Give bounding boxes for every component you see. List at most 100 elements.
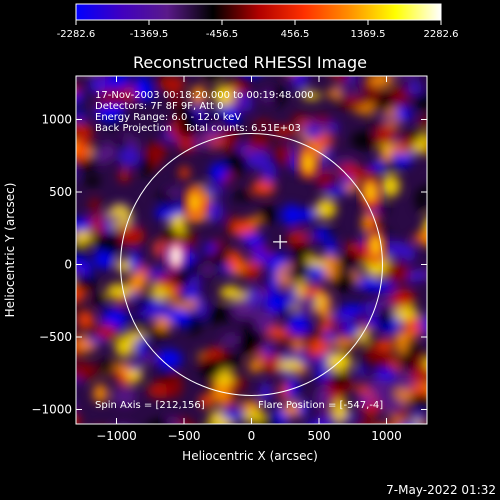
heatmap-blob [231,191,255,200]
heatmap-blob [370,161,386,173]
colorbar-tick-label: 2282.6 [424,29,459,40]
heatmap-blob [405,423,415,424]
heatmap-blob [220,409,246,420]
heatmap-blob [166,374,183,398]
colorbar-tick-label: -1369.5 [130,29,169,40]
heatmap-blob [333,399,348,423]
heatmap-blob [76,217,91,232]
heatmap-blob [380,149,393,162]
heatmap-blob [153,317,172,331]
heatmap-blob [207,308,221,325]
heatmap-blob [84,174,101,187]
heatmap-blob [76,83,81,95]
heatmap-blob [401,62,413,70]
heatmap-blob [147,419,171,424]
source-core [170,245,181,266]
heatmap-blob [203,76,218,81]
source-core [370,235,381,256]
solar-limb-circle [120,133,383,396]
y-axis: −1000 −500 0 500 1000 [31,113,427,417]
heatmap-blob [340,94,368,109]
heatmap-blob [178,123,195,137]
heatmap-blob [320,321,332,333]
heatmap-blob [168,283,181,297]
heatmap-blob [166,188,186,198]
heatmap-blob [315,386,331,411]
heatmap-blob [341,323,360,335]
annotation-method: Back Projection Total counts: 6.51E+03 [95,123,301,134]
heatmap-blob [159,76,186,92]
heatmap-blob [89,233,117,248]
heatmap-blob [82,157,100,170]
heatmap-blob [76,122,93,145]
y-tick-label: −1000 [31,403,72,417]
heatmap-blob [237,338,260,354]
heatmap-blob [356,329,370,344]
heatmap-blob [219,285,242,300]
heatmap-blob [315,354,329,372]
colorbar-tick-label: -2282.6 [57,29,96,40]
heatmap-blob [169,89,182,107]
heatmap-blob [380,174,401,198]
heatmap-blob [91,294,109,305]
heatmap-blob [197,185,226,196]
heatmap-blob [190,103,204,113]
heatmap-blob [325,121,340,134]
heatmap-blob [199,357,223,380]
y-tick-label: 0 [64,258,72,272]
heatmap-blob [248,357,263,374]
bright-source [365,229,386,262]
heatmap-blob [407,80,423,95]
bright-source [360,176,381,208]
heatmap-blob [246,149,271,170]
heatmap-blob [239,400,261,411]
flare-position-label: Flare Position = [-547,-4] [258,400,383,411]
heatmap-blob [377,306,393,329]
heatmap-blob [384,262,411,284]
heatmap-blob [297,399,309,418]
heatmap-blob [400,134,415,152]
bright-source [184,186,205,219]
heatmap-blob [128,250,141,272]
heatmap-blob [114,337,135,357]
heatmap-blob [332,272,357,292]
heatmap-blob [247,132,270,155]
heatmap-blob [410,366,427,385]
heatmap-blob [59,62,76,74]
heatmap-blob [136,293,158,303]
heatmap-blob [295,278,307,300]
heatmap-blob [190,85,207,105]
heatmap-blob [121,86,137,104]
heatmap-blob [76,275,97,291]
heatmap-blob [232,219,257,239]
annotation-time: 17-Nov-2003 00:18:20.000 to 00:19:48.000 [95,90,314,101]
heatmap-blob [116,258,131,273]
heatmap-blob [420,89,427,109]
heatmap-blob [240,233,265,245]
heatmap-blob [203,243,216,253]
heatmap-blob [192,138,216,150]
heatmap-blob [136,353,158,365]
heatmap-blob [286,377,299,399]
heatmap-blob [76,140,90,163]
heatmap-blob [76,310,95,330]
heatmap-blob [282,204,301,227]
source-core [303,153,314,173]
annotation-block: 17-Nov-2003 00:18:20.000 to 00:19:48.000… [95,90,314,134]
heatmap-blob [267,326,288,340]
heatmap-blob [129,272,147,292]
heatmap-blob [224,151,250,175]
spin-axis-cross-marker [273,234,288,249]
heatmap-blob [104,76,131,89]
heatmap-blob [316,226,328,242]
heatmap-blob [377,339,394,350]
heatmap-blob [145,267,168,278]
heatmap-blob [76,130,78,137]
heatmap-blob [215,355,243,370]
heatmap-blob [287,314,310,336]
colorbar-tick-label: 1369.5 [351,29,386,40]
heatmap-blob [291,242,312,261]
heatmap-blob [397,76,416,80]
heatmap-blob [145,327,172,340]
